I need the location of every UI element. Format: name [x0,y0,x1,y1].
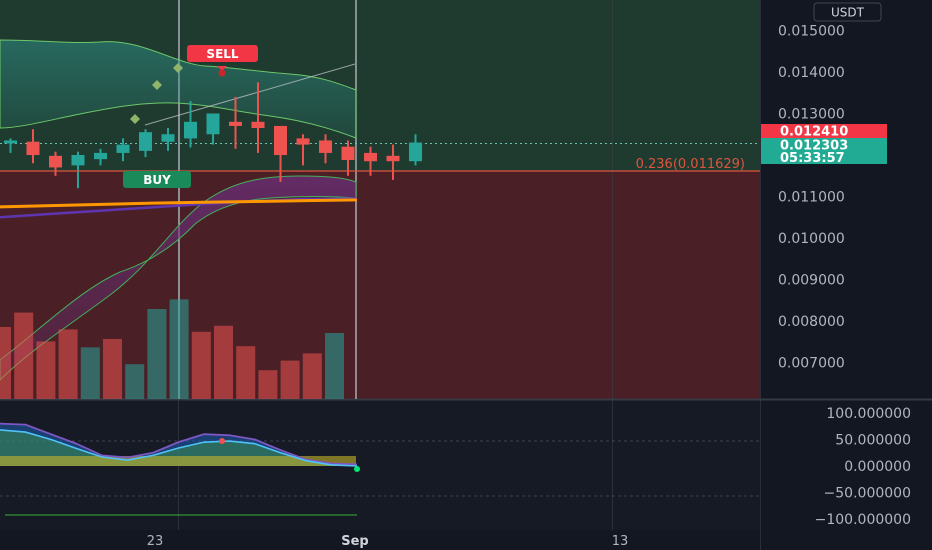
volume-bar [80,347,100,399]
candle-body [409,142,422,162]
svg-text:BUY: BUY [143,173,171,187]
candle-body [139,132,152,151]
volume-bar [325,333,344,399]
diamond-markers [130,63,183,124]
oscillator-blue-area [0,423,357,466]
candle-body [26,141,40,155]
x-label-23: 23 [147,534,164,549]
volume-bar [0,327,11,399]
svg-text:05:33:57: 05:33:57 [780,151,845,166]
candle-body [184,121,197,139]
price-tick-label: 0.015000 [778,24,845,40]
candle-body [341,146,355,160]
price-tick-label: 0.008000 [778,314,845,330]
oscillator-cyan-line [0,429,358,467]
price-tick-label: 0.013000 [778,107,845,123]
oscillator-layer [0,422,360,472]
ma-orange-line [0,198,358,209]
svg-text:0.012410: 0.012410 [780,125,848,140]
volume-bar [258,370,278,399]
candle-body [4,140,17,144]
oscillator-guides [0,440,760,516]
volume-bar [214,325,233,399]
volume-bar [191,331,211,399]
oscillator-tick-label: −50.000000 [824,486,911,502]
volume-bar [125,364,145,399]
oscillator-yellow-band [0,456,356,466]
candle-body [319,140,332,153]
oscillator-tick-label: 100.000000 [826,406,911,422]
price-tick-label: 0.014000 [778,65,845,81]
candle-body [364,152,377,162]
oscillator-tick-label: 0.000000 [844,459,911,475]
fib-level-label: 0.236(0.011629) [636,157,745,172]
candle-body [116,144,130,153]
volume-bar [236,346,256,399]
svg-text:0.012303: 0.012303 [780,139,848,154]
candle-body [386,155,400,162]
svg-text:SELL: SELL [206,47,238,61]
volume-bar [58,329,78,399]
oscillator-blue-line [0,422,358,466]
price-tick-label: 0.009000 [778,273,845,289]
sell-signal: SELL [187,45,258,77]
volume-bar [147,309,167,399]
chart-layer [0,82,422,399]
price-tag-red: 0.012410 [761,124,887,140]
candle-body [229,121,242,126]
candle-body [161,134,175,142]
price-tick-label: 0.007000 [778,356,845,372]
price-scale-panel[interactable] [760,0,932,550]
upper-band [0,39,357,139]
volume-bar [14,312,34,399]
time-axis[interactable] [0,530,760,550]
volume-bar [103,339,122,399]
oscillator-scale-ticks: 100.000000 50.000000 0.000000 −50.000000 −10… [815,406,911,528]
oscillator-tick-label: 50.000000 [835,433,911,449]
x-label-13: 13 [612,534,629,549]
x-label-sep: Sep [341,534,369,549]
svg-text:USDT: USDT [831,6,865,20]
buy-signal: BUY [123,171,191,188]
oscillator-tick-label: −100.000000 [815,512,911,528]
candle-body [71,155,85,166]
candle-body [251,121,265,129]
price-tick-label: 0.010000 [778,231,845,247]
candle-body [49,155,62,168]
candle-body [274,125,287,155]
candle-body [94,152,107,160]
trend-line [144,63,356,126]
main-price-scale-ticks: 0.015000 0.014000 0.013000 0.011000 0.010000… [778,24,845,372]
currency-button[interactable]: USDT [813,2,882,22]
price-tick-label: 0.011000 [778,190,845,206]
volume-bar [169,299,189,399]
volume-bar [36,341,56,399]
price-tag-green: 0.012303 05:33:57 [761,138,887,166]
oscillator-cross-dot [219,438,225,444]
volume-bar [280,360,300,399]
candle-body [296,138,310,145]
candle-body [206,113,220,135]
volume-bar [302,353,322,399]
oscillator-signal-dot [354,466,360,472]
